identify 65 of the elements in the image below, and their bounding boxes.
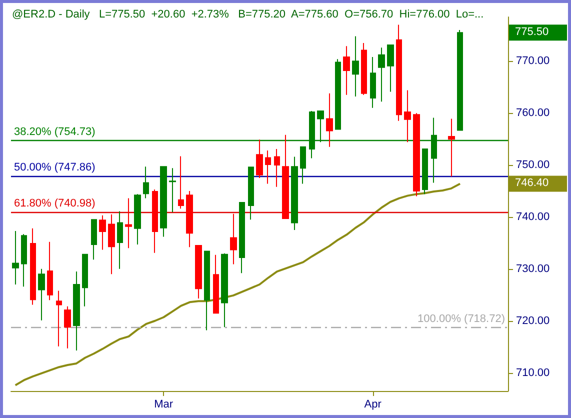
candlestick (352, 36, 359, 97)
candlestick (213, 254, 219, 314)
candlestick (134, 194, 141, 246)
candlestick (230, 213, 237, 265)
candlestick (99, 214, 106, 250)
candlestick (448, 118, 455, 177)
candlestick (387, 44, 394, 92)
candlestick (73, 271, 80, 351)
candlestick (221, 252, 228, 328)
candlestick (152, 188, 158, 254)
candlestick (38, 268, 45, 321)
candlestick (265, 150, 271, 184)
text: 775.50 (515, 26, 549, 38)
candlestick (186, 190, 193, 248)
candlestick (143, 166, 149, 199)
candlestick (12, 230, 19, 286)
candlestick (178, 156, 184, 210)
y-tick-label: 750.00 (516, 159, 550, 172)
y-tick-label: 740.00 (516, 210, 550, 223)
y-tick-label: 710.00 (516, 366, 550, 379)
x-tick-label: Mar (154, 398, 174, 410)
candlestick (326, 92, 333, 148)
candlestick (248, 166, 254, 220)
candlestick (169, 168, 176, 213)
candlestick (108, 214, 115, 275)
candlestick (125, 198, 132, 249)
candlestick (56, 290, 62, 347)
ref-line-label: 61.80% (740.98) (14, 197, 96, 210)
candlestick (422, 148, 428, 195)
candlestick (291, 156, 298, 230)
candlestick (343, 46, 350, 96)
candlestick (239, 202, 245, 274)
candlestick (335, 58, 341, 130)
candlestick (47, 241, 53, 301)
candlestick (256, 139, 263, 179)
candlestick (370, 56, 376, 108)
candlestick (30, 228, 36, 306)
ref-line-label: 38.20% (754.73) (14, 126, 96, 138)
candlestick (396, 24, 402, 122)
candlestick (282, 134, 289, 220)
candlestick (195, 245, 202, 300)
y-tick-label: 720.00 (516, 314, 550, 327)
text: 746.40 (515, 177, 549, 190)
ref-line-label: 100.00% (718.72) (418, 313, 505, 326)
chart-title: @ER2.D - Daily L=775.50 +20.60 +2.73% B=775.20 A=775.60 O=756.70 Hi=776.00 Lo=... (12, 8, 484, 20)
x-tick-label: Apr (364, 398, 382, 410)
candlestick (378, 47, 385, 102)
candlestick (82, 254, 88, 307)
candlestick (300, 146, 306, 184)
candlestick (404, 90, 411, 143)
candlestick (64, 306, 71, 349)
candlestick (413, 112, 420, 197)
line-series (14, 182, 462, 386)
y-tick-label: 760.00 (516, 107, 550, 120)
y-tick-label: 730.00 (516, 262, 550, 275)
ref-line-label: 50.00% (747.86) (14, 162, 96, 174)
candlestick (91, 219, 97, 260)
y-tick-label: 770.00 (516, 55, 550, 68)
candlestick (361, 42, 367, 96)
candlestick (160, 166, 167, 238)
candlestick (204, 250, 210, 331)
candlestick (457, 29, 463, 132)
candlestick (274, 148, 280, 188)
candlestick (117, 210, 123, 270)
candlestick (21, 234, 27, 288)
